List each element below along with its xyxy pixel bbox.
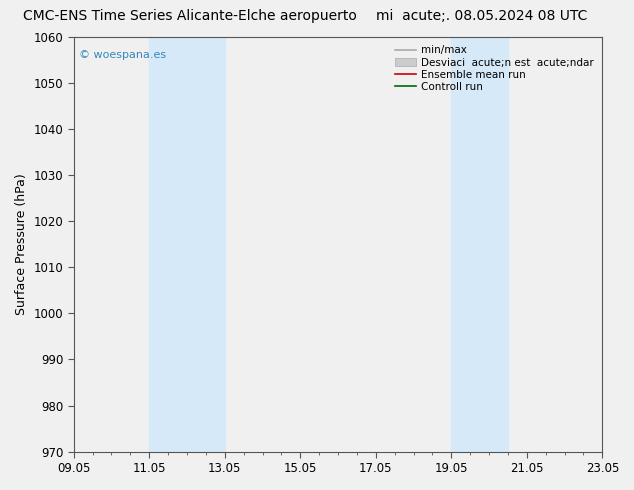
Text: mi  acute;. 08.05.2024 08 UTC: mi acute;. 08.05.2024 08 UTC xyxy=(376,9,588,23)
Text: © woespana.es: © woespana.es xyxy=(79,49,166,60)
Bar xyxy=(451,37,508,452)
Text: CMC-ENS Time Series Alicante-Elche aeropuerto: CMC-ENS Time Series Alicante-Elche aerop… xyxy=(23,9,357,23)
Legend: min/max, Desviaci  acute;n est  acute;ndar, Ensemble mean run, Controll run: min/max, Desviaci acute;n est acute;ndar… xyxy=(392,42,597,95)
Y-axis label: Surface Pressure (hPa): Surface Pressure (hPa) xyxy=(15,173,28,315)
Bar xyxy=(149,37,224,452)
